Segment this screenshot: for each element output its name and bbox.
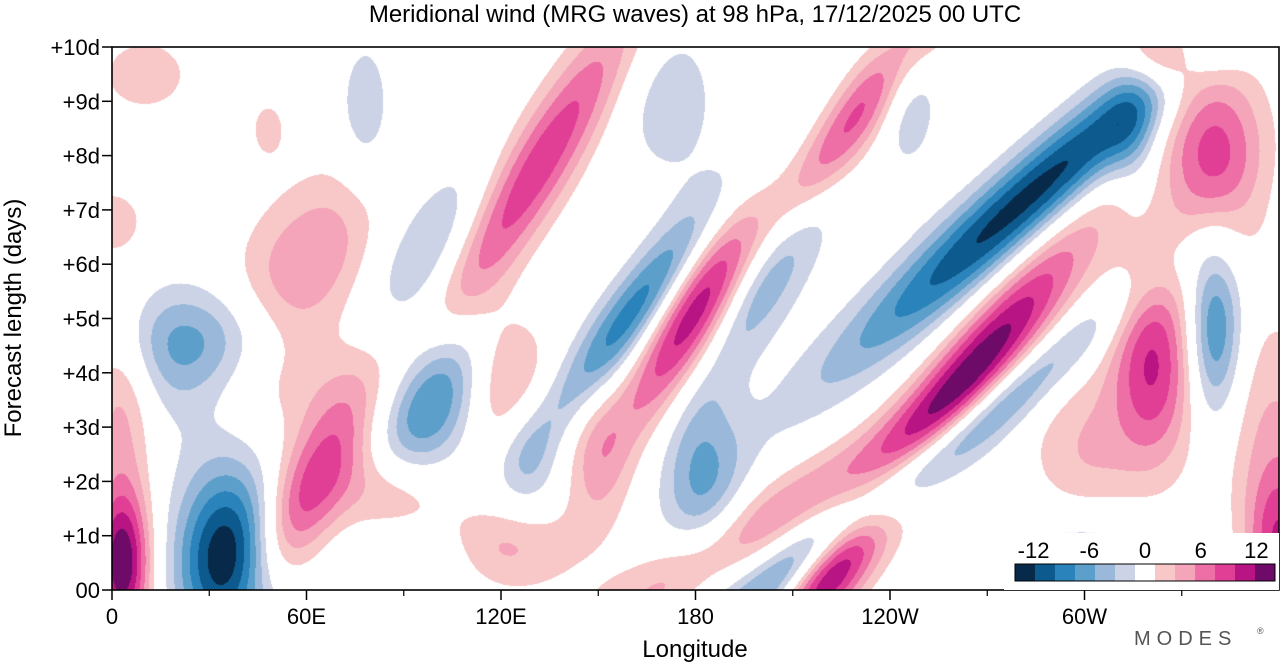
y-tick-label: +6d xyxy=(63,252,100,277)
logo-registered-mark: ® xyxy=(1257,626,1264,636)
contour-field-image xyxy=(112,47,1279,590)
x-tick-label: 60E xyxy=(287,604,326,629)
colorbar-cell xyxy=(1135,564,1156,581)
y-tick-label: +4d xyxy=(63,361,100,386)
y-tick-label: +9d xyxy=(63,89,100,114)
colorbar-cell xyxy=(1155,564,1176,581)
x-tick-label: 120W xyxy=(861,604,919,629)
colorbar-label: -6 xyxy=(1080,538,1100,563)
y-tick-label: +7d xyxy=(63,198,100,223)
y-axis: 00 +1d +2d +3d +4d +5d +6d +7d +8d +9d +10d xyxy=(50,35,112,603)
colorbar-cell xyxy=(1035,564,1056,581)
x-tick-label: 60W xyxy=(1062,604,1107,629)
colorbar-cell xyxy=(1195,564,1216,581)
colorbar-label: 6 xyxy=(1195,538,1207,563)
x-tick-label: 0 xyxy=(106,604,118,629)
y-tick-label: +3d xyxy=(63,415,100,440)
y-tick-label: +8d xyxy=(63,144,100,169)
contour-field xyxy=(112,47,1279,590)
colorbar-cell xyxy=(1175,564,1196,581)
y-tick-label: +10d xyxy=(50,35,100,60)
colorbar-cell xyxy=(1015,564,1036,581)
colorbar: -12 -6 0 6 12 xyxy=(1004,533,1279,590)
y-tick-label: +2d xyxy=(63,469,100,494)
colorbar-cell xyxy=(1055,564,1076,581)
y-tick-label: +1d xyxy=(63,524,100,549)
y-axis-label: Forecast length (days) xyxy=(0,199,27,438)
logo-text: MODES xyxy=(1134,628,1237,650)
colorbar-cell xyxy=(1255,564,1276,581)
x-tick-label: 120E xyxy=(475,604,526,629)
x-axis-label: Longitude xyxy=(642,636,747,663)
y-tick-label: 00 xyxy=(76,578,100,603)
chart-title: Meridional wind (MRG waves) at 98 hPa, 1… xyxy=(369,1,1021,28)
y-tick-label: +5d xyxy=(63,307,100,332)
colorbar-label: -12 xyxy=(1018,538,1050,563)
colorbar-cell xyxy=(1215,564,1236,581)
colorbar-cell xyxy=(1235,564,1256,581)
colorbar-cell xyxy=(1075,564,1096,581)
modes-logo: MODES ® xyxy=(1134,626,1264,650)
colorbar-border xyxy=(1014,563,1276,582)
colorbar-label: 12 xyxy=(1244,538,1268,563)
colorbar-label: 0 xyxy=(1139,538,1151,563)
x-tick-label: 180 xyxy=(677,604,714,629)
colorbar-cell xyxy=(1095,564,1116,581)
x-axis: 0 60E 120E 180 120W 60W xyxy=(106,590,1183,629)
colorbar-cell xyxy=(1115,564,1136,581)
